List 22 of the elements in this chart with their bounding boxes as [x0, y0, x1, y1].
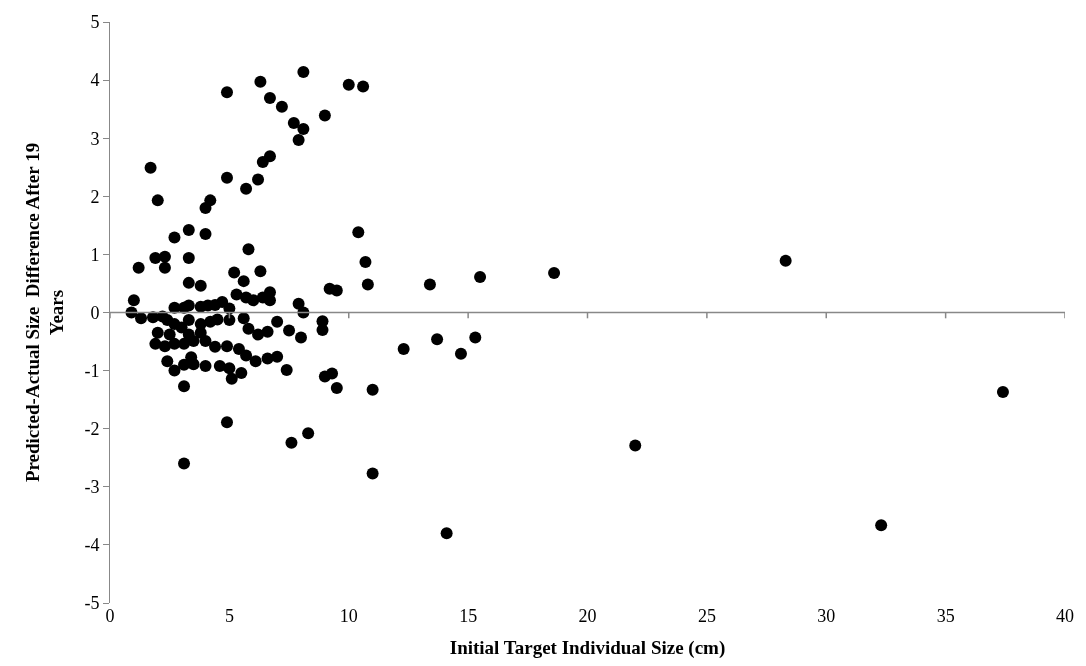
x-tick-label: 25	[697, 606, 716, 626]
y-tick-label: -3	[84, 477, 100, 498]
y-tick-label: 5	[90, 12, 100, 33]
x-tick-label: 20	[578, 606, 597, 626]
x-tick-label: 15	[459, 606, 478, 626]
y-tick-label: 1	[90, 244, 100, 265]
y-tick-label: -1	[84, 360, 100, 381]
y-axis-title: Predicted-Actual Size Difference After 19 Years	[21, 142, 68, 483]
x-tick-label: 5	[224, 606, 234, 626]
y-tick-label: 4	[90, 70, 100, 91]
y-tick-label: -2	[84, 419, 100, 439]
y-tick-label: 3	[90, 128, 100, 149]
x-tick-label: 10	[339, 606, 358, 626]
y-tick-label: -4	[84, 535, 100, 556]
y-tick-label: 0	[90, 302, 100, 323]
x-tick-label: 35	[936, 606, 955, 626]
y-tick-label: 2	[90, 186, 100, 207]
x-tick-label: 30	[817, 606, 836, 626]
x-tick-label: 40	[1056, 606, 1074, 626]
x-tick-label: 0	[105, 606, 115, 626]
x-axis-title: Initial Target Individual Size (cm)	[449, 636, 726, 659]
y-tick-label: -5	[84, 593, 100, 614]
